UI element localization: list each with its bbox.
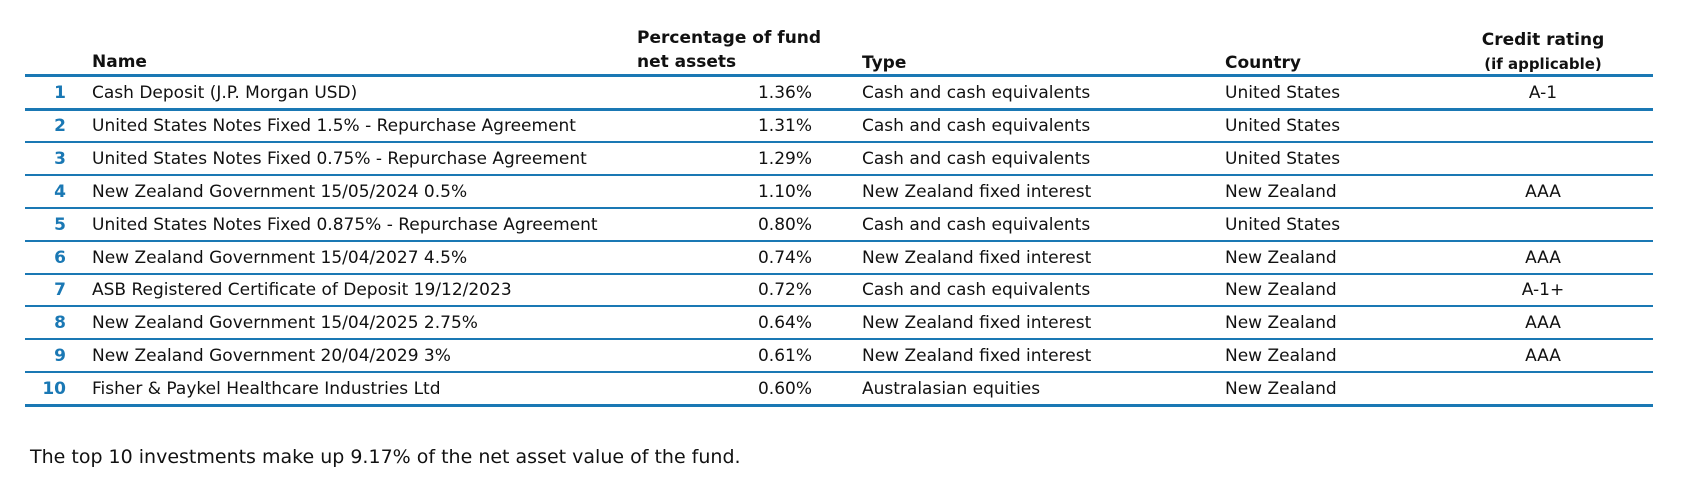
row-name: New Zealand Government 15/05/2024 0.5%	[92, 181, 468, 202]
row-number: 1	[54, 83, 66, 103]
row-name: New Zealand Government 20/04/2029 3%	[92, 346, 451, 367]
table-row: 1 Cash Deposit (J.P. Morgan USD) 1.36% Cash…	[0, 77, 1689, 110]
row-percentage: 0.74%	[757, 247, 812, 268]
row-divider	[25, 206, 1653, 209]
row-country: United States	[1225, 148, 1341, 169]
row-number: 2	[54, 115, 66, 136]
header-country: Country	[1225, 53, 1301, 73]
header-divider	[25, 74, 1653, 77]
row-percentage: 0.61%	[757, 346, 812, 367]
row-name: United States Notes Fixed 0.75% - Repurc…	[92, 148, 587, 169]
row-country: New Zealand	[1225, 181, 1337, 202]
row-country: United States	[1225, 115, 1341, 136]
row-percentage: 0.64%	[757, 313, 812, 334]
row-credit-rating: AAA	[1525, 313, 1561, 334]
row-divider	[25, 305, 1653, 308]
row-number: 4	[54, 181, 66, 202]
row-number: 3	[54, 148, 66, 169]
row-divider	[25, 371, 1653, 374]
table-row: 3 United States Notes Fixed 0.75% - Repur…	[0, 143, 1689, 176]
row-divider	[25, 404, 1653, 408]
table-row: 9 New Zealand Government 20/04/2029 3% 0.6…	[0, 340, 1689, 373]
row-type: Cash and cash equivalents	[862, 148, 1091, 169]
row-name: New Zealand Government 15/04/2027 4.5%	[92, 247, 468, 268]
row-credit-rating: A-1+	[1521, 280, 1565, 301]
row-divider	[25, 140, 1653, 143]
table-row: 8 New Zealand Government 15/04/2025 2.75%…	[0, 307, 1689, 340]
row-divider	[25, 108, 1653, 111]
row-country: United States	[1225, 214, 1341, 235]
row-percentage: 1.31%	[757, 115, 812, 136]
header-credit-line2: (if applicable)	[1484, 55, 1602, 73]
header-type: Type	[862, 53, 907, 73]
row-country: New Zealand	[1225, 379, 1337, 400]
row-country: United States	[1225, 83, 1341, 103]
row-type: New Zealand fixed interest	[862, 313, 1092, 334]
row-divider	[25, 338, 1653, 341]
row-country: New Zealand	[1225, 280, 1337, 301]
row-type: Cash and cash equivalents	[862, 214, 1091, 235]
table-row: 4 New Zealand Government 15/05/2024 0.5% 1…	[0, 176, 1689, 209]
row-type: New Zealand fixed interest	[862, 247, 1092, 268]
row-number: 10	[42, 379, 66, 400]
header-percentage-line1: Percentage of fund	[637, 28, 822, 48]
row-name: New Zealand Government 15/04/2025 2.75%	[92, 313, 478, 334]
row-percentage: 1.36%	[757, 83, 812, 103]
row-divider	[25, 173, 1653, 176]
row-type: New Zealand fixed interest	[862, 181, 1092, 202]
header-name: Name	[92, 52, 147, 72]
table-row: 5 United States Notes Fixed 0.875% - Repu…	[0, 209, 1689, 242]
row-country: New Zealand	[1225, 247, 1337, 268]
row-type: Cash and cash equivalents	[862, 280, 1091, 301]
row-type: Cash and cash equivalents	[862, 115, 1091, 136]
row-credit-rating: AAA	[1525, 346, 1561, 367]
row-type: New Zealand fixed interest	[862, 346, 1092, 367]
row-name: United States Notes Fixed 0.875% - Repur…	[92, 214, 598, 235]
row-percentage: 0.60%	[757, 379, 812, 400]
row-credit-rating: AAA	[1525, 181, 1561, 202]
row-credit-rating: A-1	[1528, 83, 1558, 103]
row-name: Cash Deposit (J.P. Morgan USD)	[92, 83, 358, 103]
row-name: ASB Registered Certificate of Deposit 19…	[92, 280, 512, 301]
table-row: 7 ASB Registered Certificate of Deposit 1…	[0, 274, 1689, 307]
row-number: 7	[54, 280, 66, 301]
row-type: Cash and cash equivalents	[862, 83, 1091, 103]
row-percentage: 0.80%	[757, 214, 812, 235]
row-number: 9	[54, 346, 66, 367]
table-row: 10 Fisher & Paykel Healthcare Industries …	[0, 373, 1689, 406]
row-percentage: 1.29%	[757, 148, 812, 169]
row-percentage: 0.72%	[757, 280, 812, 301]
row-country: New Zealand	[1225, 313, 1337, 334]
footer-note: The top 10 investments make up 9.17% of …	[30, 446, 741, 468]
row-name: Fisher & Paykel Healthcare Industries Lt…	[92, 379, 441, 400]
row-divider	[25, 239, 1653, 242]
row-percentage: 1.10%	[757, 181, 812, 202]
row-number: 6	[54, 247, 66, 268]
row-credit-rating: AAA	[1525, 247, 1561, 268]
table-row: 2 United States Notes Fixed 1.5% - Repurc…	[0, 110, 1689, 143]
row-number: 5	[54, 214, 66, 235]
row-divider	[25, 272, 1653, 275]
row-country: New Zealand	[1225, 346, 1337, 367]
row-number: 8	[54, 313, 66, 334]
header-percentage-line2: net assets	[637, 52, 737, 72]
row-type: Australasian equities	[862, 379, 1041, 400]
table-row: 6 New Zealand Government 15/04/2027 4.5% 0…	[0, 242, 1689, 275]
header-credit-line1: Credit rating	[1481, 30, 1605, 50]
row-name: United States Notes Fixed 1.5% - Repurch…	[92, 115, 576, 136]
